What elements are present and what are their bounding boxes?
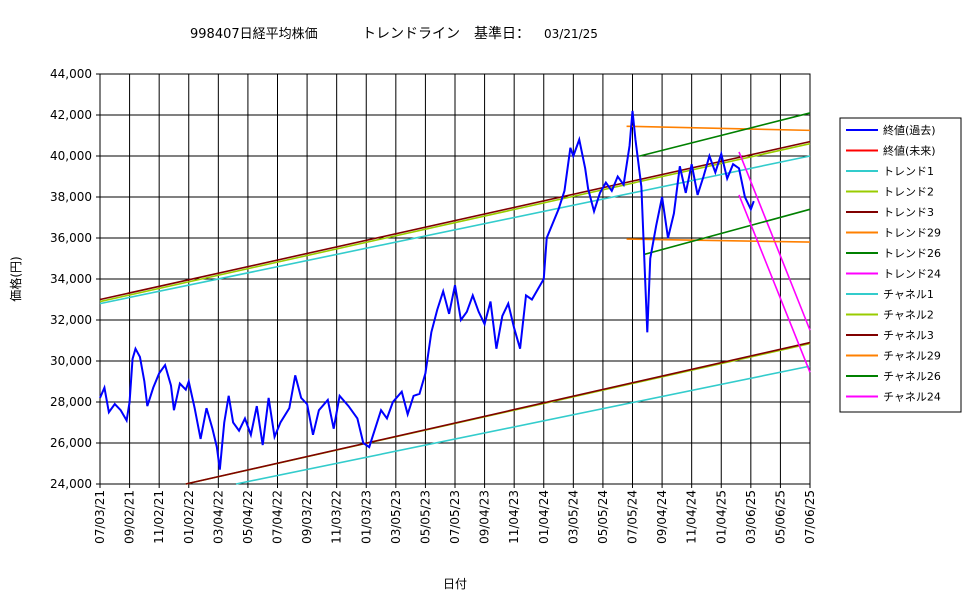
x-tick-label: 01/04/24 bbox=[537, 490, 551, 544]
x-tick-label: 09/03/22 bbox=[300, 490, 314, 544]
x-tick-label: 11/04/23 bbox=[507, 490, 521, 544]
legend-label: チャネル29 bbox=[883, 350, 941, 363]
series-line bbox=[738, 194, 811, 373]
x-tick-label: 09/04/23 bbox=[478, 490, 492, 544]
series-line bbox=[99, 155, 811, 305]
y-tick-label: 36,000 bbox=[50, 231, 92, 245]
x-tick-label: 09/02/21 bbox=[123, 490, 137, 544]
y-axis-label: 価格(円) bbox=[8, 256, 23, 301]
y-tick-label: 42,000 bbox=[50, 108, 92, 122]
y-tick-label: 38,000 bbox=[50, 190, 92, 204]
x-tick-label: 05/06/25 bbox=[773, 490, 787, 544]
series-line bbox=[99, 110, 755, 470]
y-tick-label: 32,000 bbox=[50, 313, 92, 327]
x-tick-label: 07/06/25 bbox=[803, 490, 817, 544]
series-line bbox=[626, 238, 811, 243]
series-line bbox=[644, 208, 811, 256]
y-tick-label: 34,000 bbox=[50, 272, 92, 286]
legend-label: 終値(過去) bbox=[883, 123, 936, 137]
x-tick-label: 09/04/24 bbox=[655, 490, 669, 544]
x-tick-label: 03/05/24 bbox=[566, 490, 580, 544]
x-tick-label: 11/04/24 bbox=[685, 490, 699, 544]
y-tick-label: 24,000 bbox=[50, 477, 92, 491]
legend-label: トレンド3 bbox=[883, 206, 934, 219]
legend-label: チャネル3 bbox=[883, 329, 934, 342]
legend-label: トレンド24 bbox=[883, 268, 941, 281]
x-axis-label: 日付 bbox=[443, 577, 467, 591]
x-tick-label: 05/05/24 bbox=[596, 490, 610, 544]
x-tick-label: 11/02/21 bbox=[152, 490, 166, 544]
x-tick-label: 03/05/23 bbox=[389, 490, 403, 544]
legend-box bbox=[839, 117, 962, 413]
x-tick-label: 05/05/23 bbox=[418, 490, 432, 544]
chart-title: 998407日経平均株価 bbox=[190, 27, 318, 42]
x-tick-label: 03/04/22 bbox=[211, 490, 225, 544]
y-tick-label: 40,000 bbox=[50, 149, 92, 163]
legend-label: チャネル2 bbox=[883, 309, 934, 322]
legend-label: チャネル24 bbox=[883, 391, 941, 404]
x-tick-label: 07/05/24 bbox=[626, 490, 640, 544]
x-tick-label: 07/03/21 bbox=[93, 490, 107, 544]
series-line bbox=[235, 365, 811, 485]
x-tick-label: 11/03/22 bbox=[330, 490, 344, 544]
x-tick-label: 01/04/25 bbox=[714, 490, 728, 544]
x-tick-label: 05/04/22 bbox=[241, 490, 255, 544]
x-tick-label: 01/02/22 bbox=[182, 490, 196, 544]
legend-label: チャネル1 bbox=[883, 288, 934, 301]
legend-label: チャネル26 bbox=[883, 370, 941, 383]
legend-label: トレンド29 bbox=[883, 227, 941, 240]
series-line bbox=[99, 142, 811, 303]
x-tick-label: 07/04/22 bbox=[271, 490, 285, 544]
base-date: 03/21/25 bbox=[544, 27, 598, 41]
chart-subtitle: トレンドライン 基準日： bbox=[362, 25, 530, 42]
series-line bbox=[626, 125, 811, 132]
y-tick-label: 26,000 bbox=[50, 436, 92, 450]
series-line bbox=[185, 341, 811, 485]
x-tick-label: 01/03/23 bbox=[359, 490, 373, 544]
x-tick-label: 07/05/23 bbox=[448, 490, 462, 544]
legend-label: トレンド2 bbox=[883, 186, 934, 199]
legend-label: トレンド1 bbox=[883, 165, 934, 178]
x-tick-label: 03/06/25 bbox=[744, 490, 758, 544]
legend-label: トレンド26 bbox=[883, 247, 941, 260]
y-tick-label: 28,000 bbox=[50, 395, 92, 409]
series-line bbox=[639, 112, 811, 157]
legend-label: 終値(未来) bbox=[883, 144, 936, 158]
y-tick-label: 44,000 bbox=[50, 67, 92, 81]
y-tick-label: 30,000 bbox=[50, 354, 92, 368]
